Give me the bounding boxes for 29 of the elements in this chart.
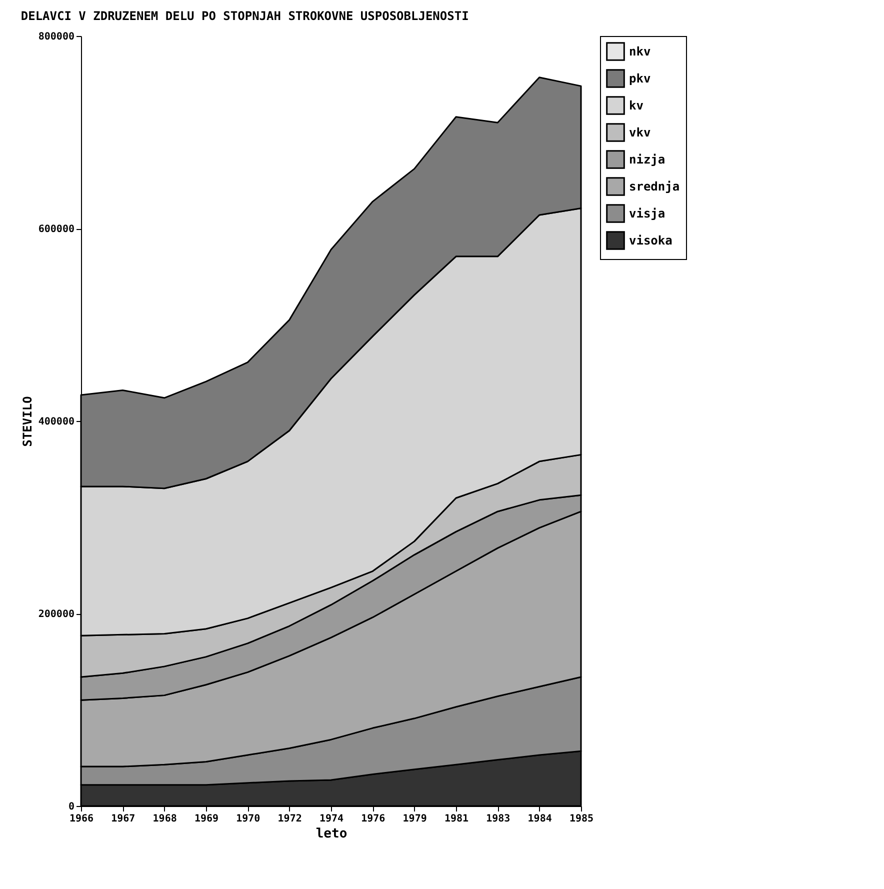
x-axis-title: leto (316, 826, 348, 842)
legend-label: vkv (629, 126, 651, 140)
x-tick-label: 1970 (236, 814, 260, 824)
legend-label: srednja (629, 180, 680, 194)
y-tick-label: 600000 (38, 224, 74, 235)
y-tick-label: 800000 (38, 32, 74, 42)
legend-label: nkv (629, 44, 651, 58)
x-tick-label: 1972 (278, 814, 302, 824)
x-tick-label: 1984 (528, 814, 552, 824)
legend-label: pkv (629, 72, 651, 86)
x-tick-label: 1966 (69, 814, 94, 824)
legend-label: kv (629, 98, 644, 112)
legend-label: nizja (629, 152, 666, 166)
x-tick-label: 1979 (402, 814, 427, 824)
chart-title: DELAVCI V ZDRUZENEM DELU PO STOPNJAH STROKOVNE USPOSOBLJENOSTI (20, 9, 469, 23)
x-tick-label: 1976 (361, 814, 386, 824)
legend-label: visja (629, 206, 666, 220)
x-tick-label: 1983 (486, 814, 510, 824)
legend-label: visoka (629, 234, 672, 248)
y-tick-label: 400000 (38, 416, 74, 428)
x-tick-label: 1974 (319, 814, 344, 824)
x-tick-label: 1969 (194, 814, 219, 824)
y-tick-label: 0 (68, 802, 74, 812)
y-tick-label: 200000 (38, 609, 74, 620)
x-tick-label: 1968 (152, 814, 177, 824)
x-tick-label: 1985 (569, 814, 594, 824)
y-axis-title: STEVILO (20, 396, 34, 447)
x-tick-label: 1967 (111, 814, 136, 824)
x-tick-label: 1981 (444, 814, 469, 824)
